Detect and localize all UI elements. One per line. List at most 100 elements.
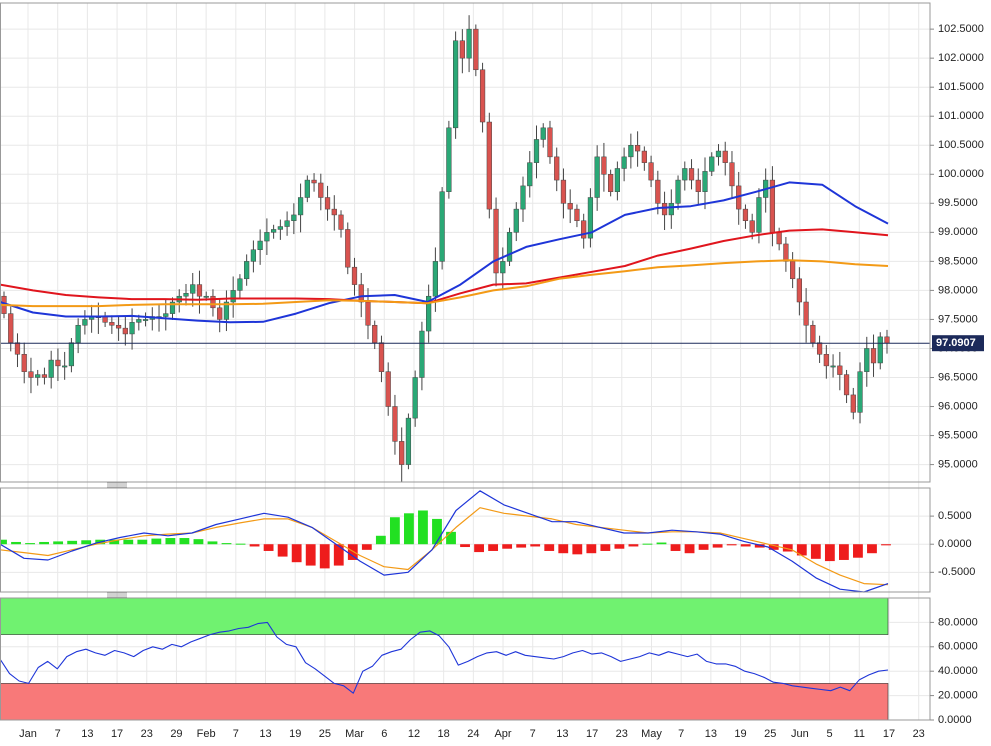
candle-body — [8, 313, 14, 343]
bullish-candle — [250, 240, 257, 273]
candle-body — [466, 28, 472, 59]
candle-body — [722, 150, 728, 163]
bearish-candle — [695, 168, 701, 206]
rsi-series — [0, 621, 889, 694]
candle-body — [372, 324, 378, 343]
x-tick-label: May — [641, 728, 662, 740]
candle-body — [169, 301, 176, 314]
moving-average-red — [0, 228, 889, 305]
candle-body — [432, 261, 438, 297]
macd-histogram-bar-negative — [319, 544, 330, 569]
bearish-candle — [837, 351, 843, 391]
bullish-candle — [223, 290, 230, 332]
macd-histogram-bar-negative — [628, 544, 639, 547]
candle-body — [284, 220, 290, 227]
macd-histogram-bar-negative — [544, 544, 555, 551]
candle-body — [183, 293, 189, 297]
bullish-candle — [405, 413, 412, 470]
macd-histogram-bar-positive — [165, 538, 176, 545]
candle-body — [702, 171, 708, 192]
macd-resize-handle[interactable] — [107, 482, 127, 488]
y-tick-label: 96.5000 — [938, 371, 978, 383]
candle-body — [345, 229, 351, 268]
y-tick-label: 96.0000 — [938, 400, 978, 412]
macd-histogram-bar-negative — [600, 544, 611, 551]
bearish-candle — [331, 195, 337, 231]
macd-histogram-bar-positive — [25, 543, 35, 545]
candle-body — [729, 162, 735, 187]
macd-histogram-bar-negative — [572, 544, 583, 555]
bullish-candle — [271, 224, 277, 239]
bullish-candle — [244, 254, 250, 286]
bearish-candle — [210, 289, 216, 317]
candle-body — [115, 324, 122, 329]
candle-body — [870, 348, 877, 364]
x-tick-label: 7 — [233, 728, 239, 740]
candle-body — [412, 377, 418, 419]
macd-histogram-bar-negative — [796, 544, 807, 556]
macd-histogram-bar-negative — [698, 544, 709, 550]
candle-body — [311, 179, 317, 184]
bullish-candle — [506, 227, 513, 267]
candle-body — [715, 150, 722, 158]
bearish-candle — [358, 272, 364, 318]
macd-histogram-bar-negative — [782, 544, 793, 552]
macd-histogram-bar-positive — [404, 513, 414, 545]
macd-histogram-bar-positive — [432, 518, 442, 545]
candle-body — [277, 226, 283, 230]
bullish-candle — [35, 369, 41, 386]
y-tick-label: 99.0000 — [938, 226, 978, 238]
candle-body — [378, 342, 385, 372]
bullish-candle — [183, 284, 189, 306]
candle-body — [210, 295, 216, 309]
bearish-candle — [479, 62, 486, 133]
bearish-candle — [567, 189, 573, 224]
macd-histogram-bar-negative — [474, 544, 484, 553]
candle-body — [459, 40, 465, 59]
macd-histogram-bar-negative — [810, 544, 821, 559]
bearish-candle — [459, 29, 465, 74]
candle-body — [560, 179, 567, 204]
macd-histogram-bar-positive — [193, 539, 204, 545]
rsi-line — [0, 621, 889, 694]
bearish-candle — [574, 204, 580, 228]
bullish-candle — [675, 175, 681, 210]
bearish-candle — [601, 142, 607, 192]
macd-histogram-bar-positive — [53, 541, 64, 545]
candle-body — [776, 232, 782, 245]
bullish-candle — [439, 187, 445, 270]
macd-histogram-bar-positive — [39, 541, 50, 545]
candle-body — [223, 301, 230, 320]
bearish-candle — [14, 333, 21, 368]
bearish-candle — [648, 155, 654, 188]
candle-body — [587, 197, 594, 239]
bearish-candle — [803, 288, 809, 343]
bullish-candle — [709, 152, 715, 177]
candle-body — [203, 295, 209, 298]
bearish-candle — [688, 159, 695, 190]
candle-body — [271, 229, 277, 233]
bullish-candle — [176, 289, 182, 313]
x-tick-label: 23 — [913, 728, 925, 740]
bullish-candle — [82, 310, 88, 335]
candle-body — [163, 313, 169, 317]
macd-histogram-bar-negative — [586, 544, 597, 554]
candle-body — [574, 208, 580, 221]
bearish-candle — [843, 369, 850, 404]
bearish-candle — [850, 387, 856, 420]
y-tick-label: 60.0000 — [938, 641, 978, 653]
candle-body — [594, 156, 600, 198]
macd-histogram-bar-positive — [418, 510, 428, 545]
macd-histogram-bar-negative — [853, 544, 863, 558]
candle-body — [385, 371, 391, 407]
rsi-resize-handle[interactable] — [107, 592, 127, 598]
macd-histogram-bar-negative — [277, 544, 288, 557]
bearish-candle — [324, 185, 331, 221]
candle-body — [35, 374, 41, 378]
macd-histogram-bar-negative — [712, 544, 723, 548]
macd-histogram-bar-negative — [670, 544, 681, 551]
candle-body — [533, 139, 540, 163]
bearish-candle — [338, 210, 344, 238]
y-tick-label: 101.5000 — [938, 81, 984, 93]
bearish-candle — [729, 151, 735, 198]
